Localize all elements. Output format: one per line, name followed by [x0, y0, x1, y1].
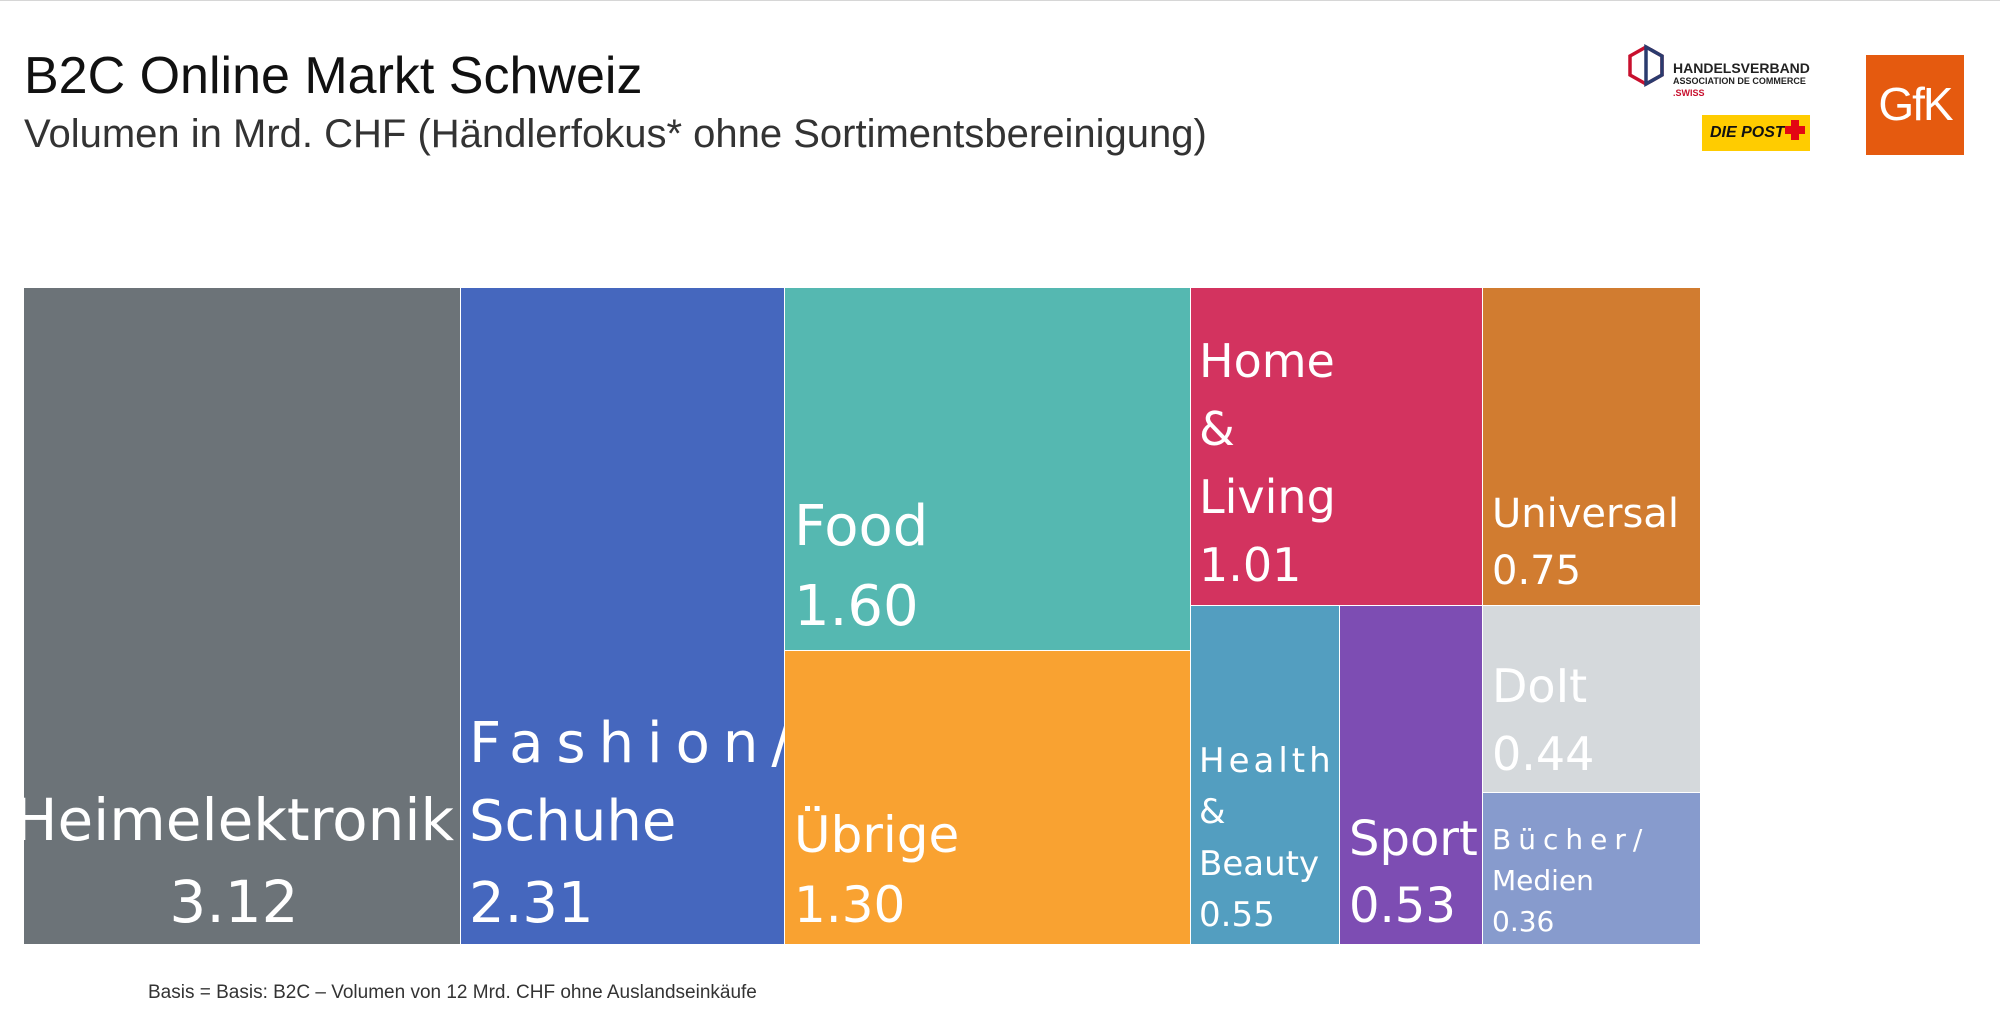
- gfk-logo-text: GfK: [1878, 78, 1953, 130]
- die-post-text: DIE POST: [1710, 124, 1785, 141]
- treemap-category-label: Fashion/: [469, 711, 803, 776]
- treemap-category-label: Übrige: [794, 806, 959, 864]
- treemap-tile: Health & Beauty 0.55: [1191, 606, 1339, 944]
- treemap-category-label: Beauty: [1199, 844, 1319, 884]
- treemap-value-label: 1.01: [1199, 538, 1301, 592]
- treemap-rect: [461, 288, 784, 944]
- treemap-tile: Universal 0.75: [1483, 288, 1700, 605]
- treemap-rect: [1191, 606, 1339, 944]
- gfk-logo: GfK: [1866, 55, 1964, 155]
- treemap-value-label: 0.44: [1492, 727, 1594, 781]
- footnote: Basis = Basis: B2C – Volumen von 12 Mrd.…: [148, 982, 757, 1003]
- handelsverband-logo: HANDELSVERBAND ASSOCIATION DE COMMERCE .…: [1624, 40, 1820, 100]
- treemap-category-label: Health: [1199, 741, 1335, 781]
- treemap-rect: [24, 288, 460, 944]
- treemap-category-label: Food: [794, 494, 928, 559]
- treemap-rect: [1483, 606, 1700, 792]
- treemap-value-label: 3.12: [169, 868, 298, 936]
- treemap-category-label: Heimelektronik: [14, 786, 455, 854]
- treemap-tile: Food 1.60: [785, 288, 1190, 650]
- treemap-rect: [1191, 288, 1482, 605]
- treemap-tile: Heimelektronik 3.12: [14, 288, 460, 944]
- treemap-value-label: 1.30: [794, 876, 905, 934]
- treemap-value-label: 0.53: [1349, 878, 1456, 934]
- treemap-value-label: 0.55: [1199, 895, 1275, 935]
- hexagon-icon: [1628, 44, 1664, 87]
- page-title: B2C Online Markt Schweiz: [24, 47, 643, 105]
- treemap-category-label: Living: [1199, 470, 1336, 524]
- treemap-category-label: &: [1199, 402, 1235, 456]
- treemap-category-label: Sport: [1349, 811, 1478, 867]
- treemap-tile: Bücher/Medien 0.36: [1483, 793, 1700, 944]
- treemap-category-label: DoIt: [1492, 659, 1587, 713]
- page-subtitle: Volumen in Mrd. CHF (Händlerfokus* ohne …: [24, 112, 1207, 156]
- treemap-value-label: 0.75: [1492, 548, 1581, 594]
- treemap-tile: Übrige 1.30: [785, 651, 1190, 944]
- treemap-tile: Sport 0.53: [1340, 606, 1482, 944]
- treemap-tile: DoIt 0.44: [1483, 606, 1700, 792]
- handelsverband-suffix: .SWISS: [1673, 88, 1705, 98]
- top-divider: [0, 0, 2000, 1]
- handelsverband-name: HANDELSVERBAND: [1673, 60, 1810, 76]
- treemap-category-label: Home: [1199, 334, 1335, 388]
- treemap-category-label: Medien: [1492, 864, 1594, 897]
- treemap-rect: [1340, 606, 1482, 944]
- treemap-value-label: 2.31: [469, 871, 594, 936]
- treemap-value-label: 0.36: [1492, 905, 1554, 938]
- treemap-category-label: Universal: [1492, 491, 1679, 537]
- treemap-value-label: 1.60: [794, 574, 919, 639]
- treemap-category-label: Schuhe: [469, 789, 676, 854]
- treemap-rect: [785, 651, 1190, 944]
- treemap-rect: [1483, 793, 1700, 944]
- treemap-tile: Fashion/Schuhe 2.31: [461, 288, 803, 944]
- die-post-logo: DIE POST: [1702, 115, 1810, 151]
- treemap-rect: [785, 288, 1190, 650]
- swiss-cross-icon: [1785, 120, 1805, 140]
- treemap-category-label: Bücher/: [1492, 823, 1649, 856]
- treemap-category-label: &: [1199, 792, 1226, 832]
- handelsverband-sub: ASSOCIATION DE COMMERCE: [1673, 76, 1806, 86]
- treemap-rect: [1483, 288, 1700, 605]
- treemap-tile: Home & Living 1.01: [1191, 288, 1482, 605]
